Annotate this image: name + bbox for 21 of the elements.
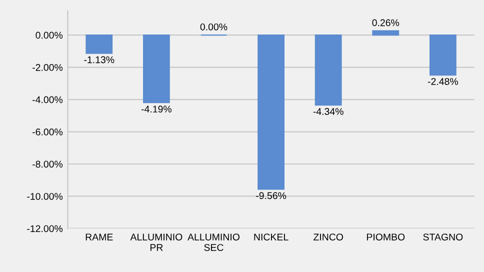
data-label: 0.26% [372, 19, 400, 26]
data-label: -2.48% [428, 78, 458, 85]
x-tick-label: ALLUMINIO SEC [188, 234, 240, 251]
x-tick-label: ZINCO [314, 234, 343, 240]
x-tick-label: RAME [86, 234, 113, 240]
y-tick-label: -12.00% [27, 225, 63, 232]
x-tick-label: NICKEL [254, 234, 288, 240]
data-label: 0.00% [200, 23, 228, 30]
data-label: -1.13% [84, 56, 114, 64]
y-tick-label: -8.00% [32, 160, 63, 168]
y-tick-label: 0.00% [36, 32, 63, 39]
x-tick-label: STAGNO [423, 234, 463, 240]
x-tick-label: ALLUMINIO PR [130, 234, 182, 251]
data-label: -4.34% [313, 108, 344, 115]
data-label: -9.56% [256, 192, 286, 200]
y-tick-label: -4.00% [32, 96, 63, 104]
y-tick-label: -6.00% [32, 128, 63, 136]
x-tick-label: PIOMBO [366, 234, 405, 240]
data-label: -4.19% [141, 106, 172, 113]
y-tick-label: -10.00% [27, 192, 63, 200]
y-tick-label: -2.00% [32, 64, 63, 71]
